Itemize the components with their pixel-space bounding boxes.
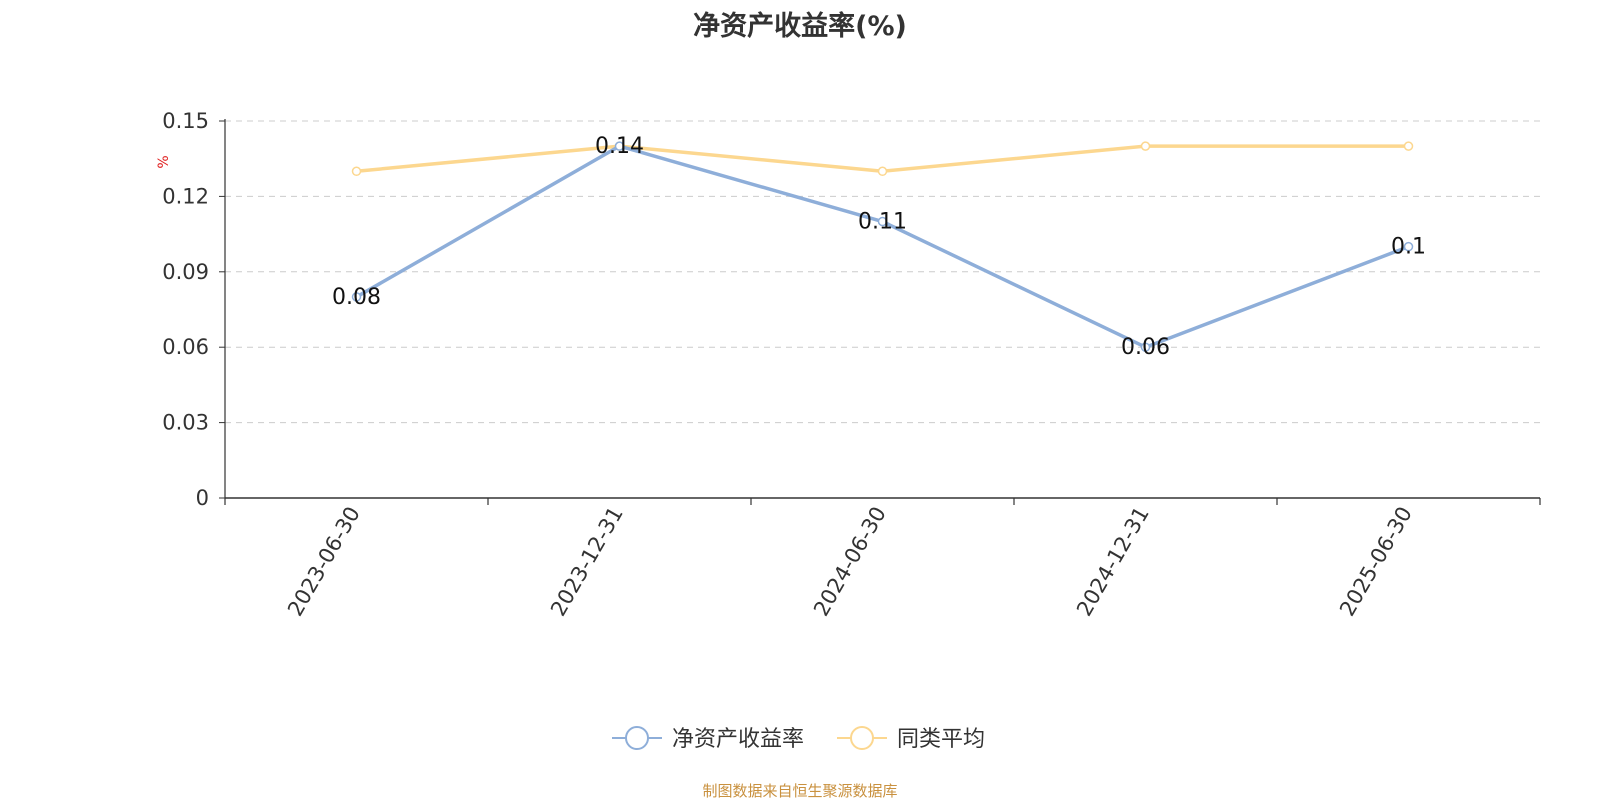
data-point bbox=[1403, 241, 1414, 252]
data-label: 0.11 bbox=[858, 210, 907, 235]
series-line bbox=[355, 144, 1410, 349]
legend-marker bbox=[850, 726, 874, 750]
source-note: 制图数据来自恒生聚源数据库 bbox=[702, 782, 898, 800]
y-axis-label: % bbox=[156, 155, 172, 168]
x-tick-label: 2024-12-31 bbox=[1072, 503, 1154, 621]
y-tick-label: 0.06 bbox=[162, 335, 209, 359]
data-point bbox=[351, 166, 362, 177]
data-point bbox=[614, 141, 625, 151]
x-tick-label: 2025-06-30 bbox=[1335, 503, 1417, 621]
data-point bbox=[1140, 342, 1151, 352]
data-point bbox=[1140, 141, 1151, 151]
data-label: 0.06 bbox=[1121, 335, 1170, 360]
y-tick-label: 0.03 bbox=[162, 411, 209, 435]
data-point bbox=[351, 292, 362, 302]
y-tick-label: 0.12 bbox=[162, 184, 209, 208]
data-point bbox=[877, 166, 888, 177]
legend-label: 净资产收益率 bbox=[672, 727, 804, 752]
y-tick-label: 0 bbox=[196, 486, 209, 510]
legend-label: 同类平均 bbox=[897, 727, 985, 752]
y-tick-label: 0.15 bbox=[162, 109, 209, 133]
x-tick-label: 2023-12-31 bbox=[546, 503, 628, 621]
legend-marker bbox=[625, 726, 649, 750]
data-label: 0.1 bbox=[1391, 235, 1426, 260]
data-point bbox=[877, 216, 888, 227]
data-label: 0.14 bbox=[595, 134, 644, 159]
x-tick-label: 2024-06-30 bbox=[809, 503, 891, 621]
chart-title: 净资产收益率(%) bbox=[693, 11, 907, 42]
data-label: 0.08 bbox=[332, 285, 381, 310]
data-point bbox=[1403, 141, 1414, 151]
x-tick-label: 2023-06-30 bbox=[283, 503, 365, 621]
y-tick-label: 0.09 bbox=[162, 260, 209, 284]
